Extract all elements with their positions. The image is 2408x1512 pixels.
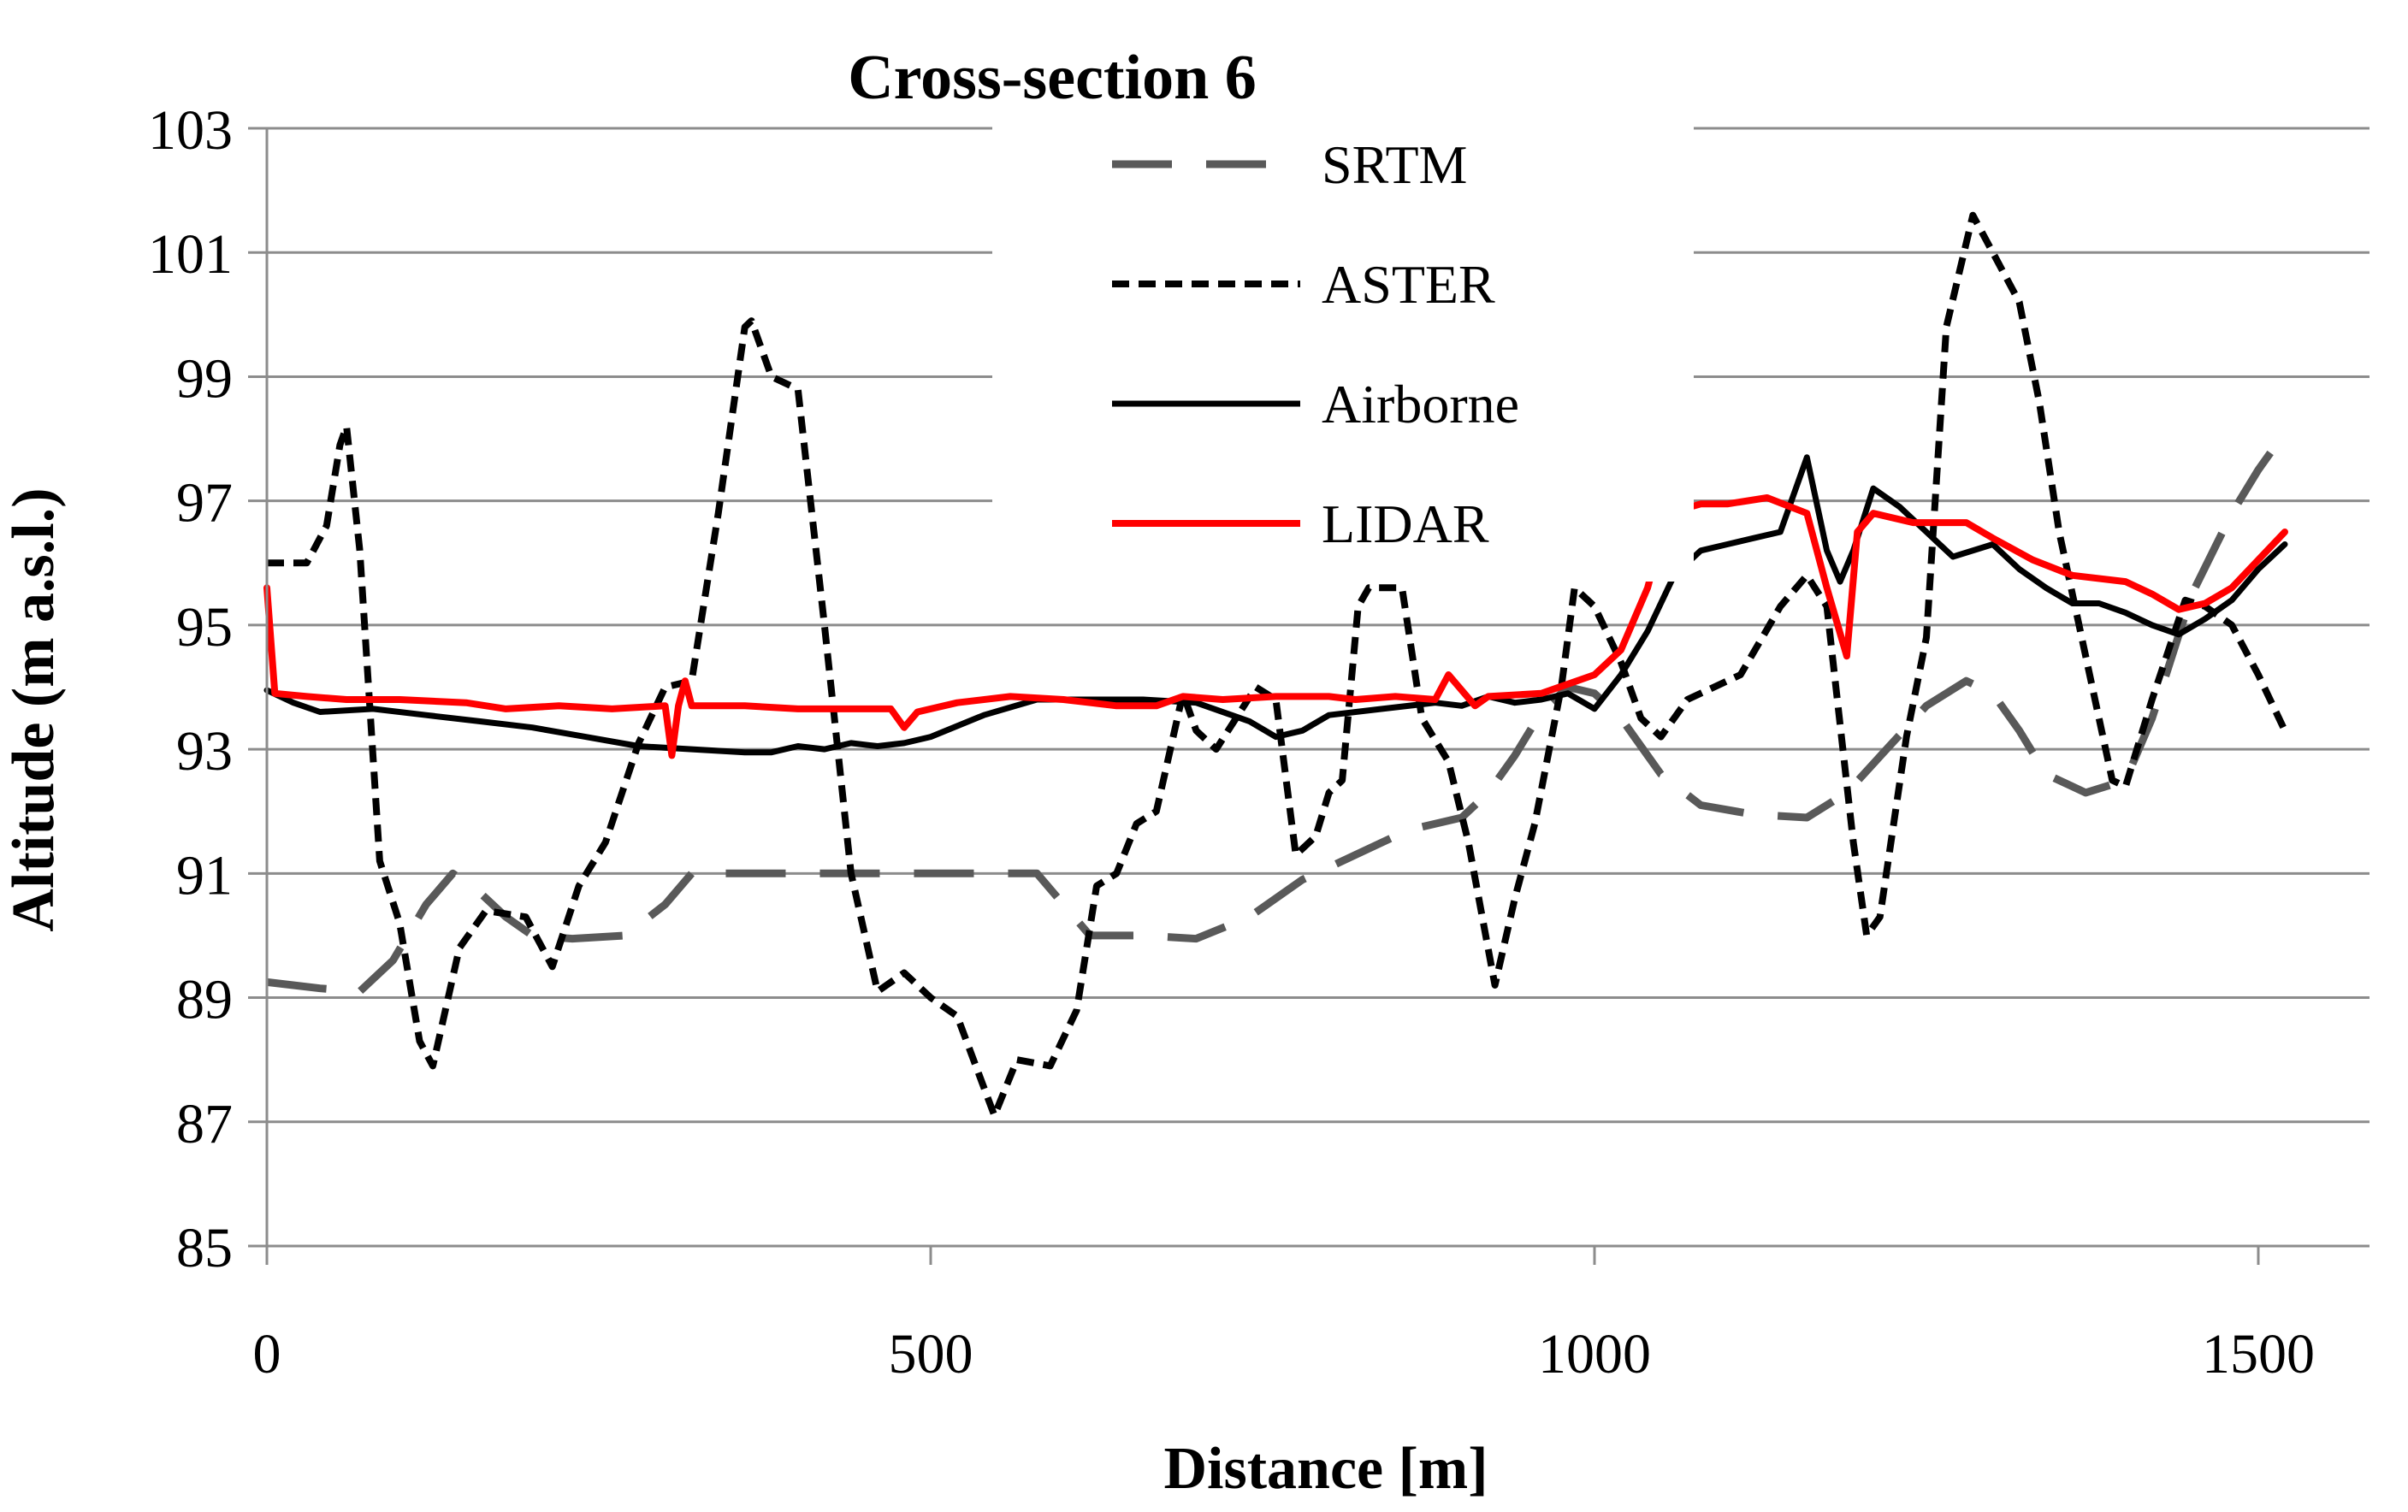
y-tick-label: 89 [176,969,233,1031]
legend-label-airborne: Airborne [1322,374,1519,434]
series-lines [263,211,2288,1119]
series-line-airborne [263,454,2288,756]
legend-label-srtm: SRTM [1322,134,1467,195]
x-tick-label: 0 [253,1323,281,1385]
x-axis-title: Distance [m] [1163,1436,1488,1502]
series-line-lidar [263,494,2288,759]
y-tick-label: 99 [176,347,233,410]
legend-label-aster: ASTER [1322,254,1495,315]
y-axis-title: Altitude (m a.s.l.) [1,487,67,931]
series-line-srtm [266,430,2288,995]
legend-background [992,120,1694,582]
legend-label-lidar: LIDAR [1322,493,1489,554]
y-tick-label: 95 [176,596,233,659]
x-tick-label: 1000 [1538,1323,1651,1385]
y-tick-label: 103 [148,99,233,162]
legend: SRTM ASTER Airborne LIDAR [992,120,1694,582]
y-tick-label: 91 [176,844,233,907]
y-tick-label: 97 [176,472,233,535]
y-tick-label: 85 [176,1217,233,1279]
y-tick-label: 101 [148,223,233,286]
chart-title: Cross-section 6 [848,43,1257,113]
y-tick-label: 93 [176,720,233,783]
y-tick-label: 87 [176,1093,233,1155]
series-line-aster [267,211,2288,1119]
x-tick-label: 500 [889,1323,973,1385]
axes: 85 87 89 91 93 95 97 99 101 103 0 500 1000 1500 [148,99,2370,1385]
x-tick-label: 1500 [2202,1323,2315,1385]
